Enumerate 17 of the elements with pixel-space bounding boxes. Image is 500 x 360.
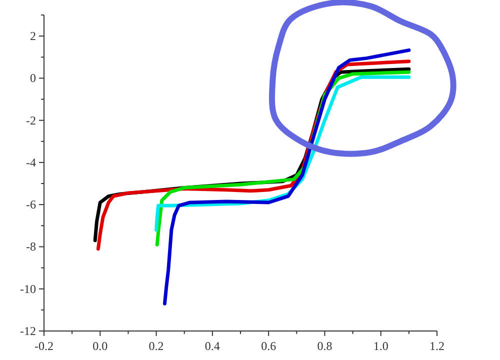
y-tick-label: 2 <box>30 29 36 44</box>
y-tick-label: -6 <box>26 198 36 212</box>
x-tick-label: 1.0 <box>373 339 388 353</box>
y-tick-label: -10 <box>20 282 36 296</box>
x-tick-label: 0.4 <box>204 339 220 353</box>
y-tick-label: -2 <box>26 113 36 128</box>
x-tick-label: 0.2 <box>148 339 164 353</box>
y-tick-label: -4 <box>26 155 36 170</box>
x-tick-label: 0.0 <box>92 339 108 353</box>
x-tick-label: 0.6 <box>261 339 276 353</box>
x-tick-label: 1.2 <box>430 339 444 353</box>
x-tick-label: 0.8 <box>317 339 332 353</box>
y-tick-label: -12 <box>20 324 36 338</box>
y-tick-label: 0 <box>30 71 36 86</box>
x-tick-label: -0.2 <box>34 339 54 353</box>
line-series <box>162 48 411 306</box>
y-tick-label: -8 <box>26 240 36 254</box>
